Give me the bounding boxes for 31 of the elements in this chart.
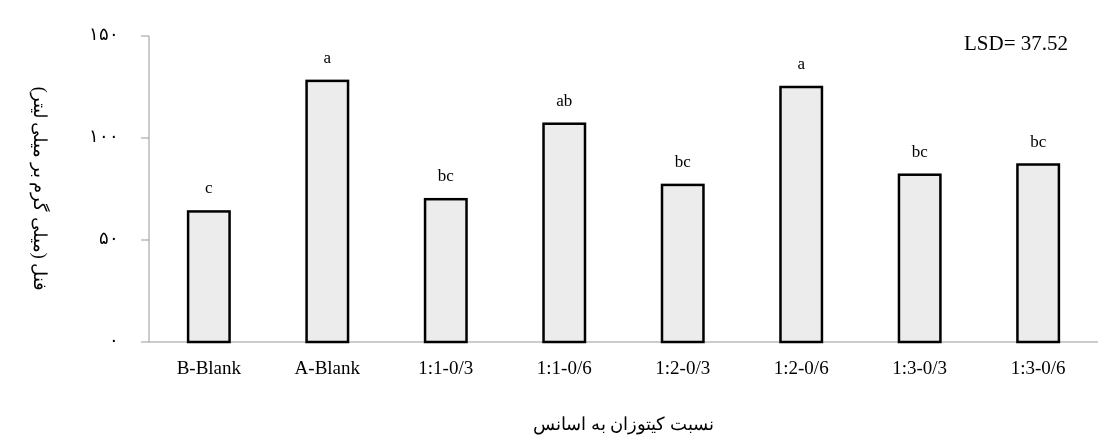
- annotation: c: [205, 178, 214, 198]
- y-tick-label: ۰: [109, 329, 119, 350]
- x-tick-label: B-Blank: [176, 357, 242, 378]
- x-tick-label: 1:1-0/6: [536, 357, 592, 378]
- annotation: LSD= 37.52: [963, 31, 1068, 55]
- y-tick-label: ۱۰۰: [89, 125, 119, 146]
- annotation: bc: [674, 151, 692, 171]
- bar: [542, 122, 587, 344]
- x-tick-label: 1:2-0/3: [655, 357, 711, 378]
- bar: [660, 183, 705, 344]
- x-tick-label: A-Blank: [294, 357, 361, 378]
- bar: [423, 197, 468, 344]
- bar: [305, 79, 350, 344]
- bar: [779, 85, 824, 344]
- bar: [897, 173, 942, 344]
- annotation: a: [797, 54, 806, 73]
- annotation: a: [323, 47, 332, 67]
- bar: [1016, 163, 1061, 344]
- annotation: bc: [1030, 131, 1047, 151]
- annotation: bc: [437, 166, 455, 186]
- annotation: bc: [911, 141, 929, 161]
- y-axis-title: فنل (میلی گرم بر میلی لیتر): [29, 86, 51, 292]
- x-tick-label: 1:2-0/6: [773, 357, 829, 378]
- x-tick-label: 1:1-0/3: [418, 357, 474, 378]
- x-tick-label: 1:3-0/6: [1010, 357, 1066, 378]
- x-tick-label: 1:3-0/3: [892, 357, 948, 378]
- annotation: ab: [556, 90, 573, 110]
- x-axis-title: نسبت کیتوزان به اسانس: [533, 414, 714, 435]
- y-tick-label: ۱۵۰: [89, 23, 119, 44]
- y-tick-label: ۵۰: [99, 227, 119, 248]
- bar: [186, 210, 231, 344]
